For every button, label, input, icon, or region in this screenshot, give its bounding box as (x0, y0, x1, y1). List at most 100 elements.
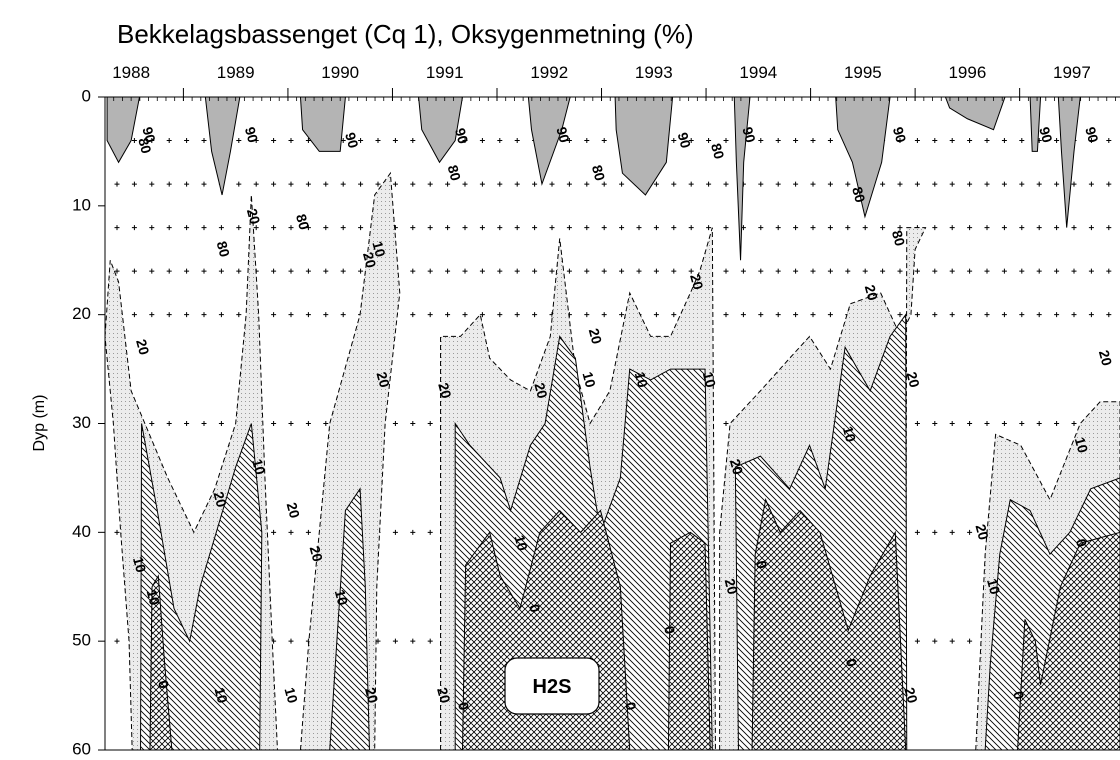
contour-region (140, 423, 263, 750)
contour-label: 90 (452, 126, 472, 145)
contour-label: 90 (1036, 125, 1056, 144)
contour-label: 90 (739, 125, 759, 144)
contour-region (299, 171, 401, 750)
sample-row (114, 138, 1112, 144)
contour-region (418, 97, 464, 164)
contour-label: 10 (369, 239, 389, 258)
x-tick-label: 1991 (426, 63, 464, 82)
contour-label: 20 (1096, 348, 1116, 367)
contour-label: 0 (1073, 537, 1091, 549)
contour-label: 10 (144, 588, 164, 607)
contour-label: 20 (901, 686, 921, 705)
contour-region (1057, 97, 1081, 228)
contour-label: 20 (210, 490, 230, 509)
contour-label: 20 (687, 272, 707, 291)
sample-cross (114, 312, 1112, 318)
y-tick-label: 30 (72, 413, 91, 432)
contour-label: 10 (332, 588, 352, 607)
x-tick-label: 1993 (635, 63, 673, 82)
contour-label: 0 (843, 657, 861, 669)
contour-label: 20 (972, 522, 992, 541)
contour-label: 10 (632, 370, 652, 389)
sample-cross (114, 268, 1112, 274)
contour-label: 20 (362, 686, 382, 705)
contour-label: 90 (342, 131, 362, 150)
sample-row (114, 181, 1112, 187)
contour-region (527, 97, 571, 186)
contour-label: 0 (1010, 689, 1028, 701)
contour-label: 20 (727, 457, 747, 476)
contour-region (835, 97, 891, 219)
axes: 1988 1989 1990 1991 1992 1993 1994 1995 1996 1997… (72, 63, 1120, 758)
sample-row (114, 225, 1112, 231)
contour-label: 20 (133, 337, 153, 356)
x-minor-ticks (104, 97, 1116, 101)
x-tick-label: 1994 (739, 63, 777, 82)
contour-label: 0 (661, 624, 679, 636)
annotation-box (504, 657, 600, 715)
contour-label: 90 (890, 125, 910, 144)
y-tick-label: 10 (72, 195, 91, 214)
contour-label: 0 (753, 559, 771, 571)
contour-region (1029, 97, 1042, 152)
contour-label: 10 (700, 370, 720, 389)
contour-label: 20 (307, 544, 327, 563)
contour-label: 80 (214, 239, 234, 258)
contour-label: 90 (553, 125, 573, 144)
contour-label: 0 (155, 679, 173, 691)
contour-region (329, 487, 370, 750)
sample-row (114, 312, 1112, 318)
contour-label: 20 (722, 577, 742, 596)
contour-label: 10 (579, 370, 599, 389)
plot-area (105, 97, 1120, 750)
contour-label: 10 (1072, 435, 1092, 454)
x-tick-label: 1990 (321, 63, 359, 82)
contour-label: 0 (622, 700, 640, 712)
contour-label: 20 (586, 327, 606, 346)
contour-label: 10 (984, 577, 1004, 596)
chart-title: Bekkelagsbassenget (Cq 1), Oksygenmetnin… (117, 19, 694, 49)
contour-label: 80 (589, 163, 609, 182)
sample-row (114, 268, 1112, 274)
contour-region (667, 531, 711, 750)
y-tick-label: 50 (72, 631, 91, 650)
contour-label: 0 (526, 602, 544, 614)
annotation-text: H2S (533, 676, 572, 698)
contour-label: 80 (445, 163, 465, 182)
contour-label: 80 (708, 141, 728, 160)
contour-label: 10 (511, 533, 531, 552)
contour-region (204, 97, 241, 196)
contour-region (106, 97, 141, 164)
x-tick-label: 1992 (530, 63, 568, 82)
contour-label: 20 (435, 381, 455, 400)
contour-region (1017, 531, 1120, 750)
contour-region (944, 97, 1006, 131)
contour-label: 20 (244, 207, 264, 226)
contour-label: 20 (374, 370, 394, 389)
annotation: H2S (504, 657, 600, 715)
x-tick-label: 1989 (217, 63, 255, 82)
y-tick-label: 0 (82, 86, 91, 105)
contour-label: 80 (849, 185, 869, 204)
contour-label: 90 (139, 125, 159, 144)
x-tick-label: 1995 (844, 63, 882, 82)
contour-region (614, 97, 674, 196)
contour-label: 10 (282, 686, 302, 705)
contour-label: 10 (211, 686, 231, 705)
contour-label: 10 (130, 555, 150, 574)
contour-region (149, 574, 173, 750)
contour-label: 20 (434, 686, 454, 705)
contour-label: 20 (531, 381, 551, 400)
sample-cross (114, 181, 1112, 187)
contour-label: 10 (840, 424, 860, 443)
contour-label: 80 (293, 212, 313, 231)
contour-label: 20 (862, 283, 882, 302)
y-tick-label: 40 (72, 522, 91, 541)
contour-label: 20 (360, 250, 380, 269)
contour-label: 90 (1082, 125, 1102, 144)
contour-label: 80 (889, 229, 909, 248)
y-tick-label: 60 (72, 739, 91, 758)
contour-region (299, 97, 346, 152)
y-axis-label: Dyp (m) (31, 395, 48, 452)
